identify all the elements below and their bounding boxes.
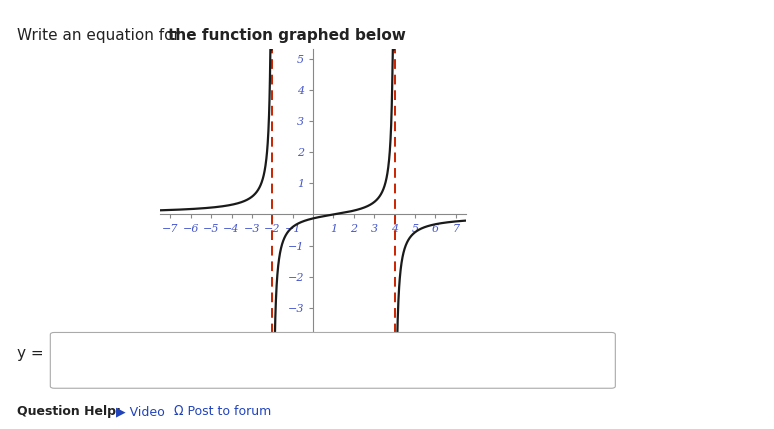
Text: Write an equation for: Write an equation for xyxy=(17,28,185,43)
Text: Question Help:: Question Help: xyxy=(17,405,121,418)
Text: Ω Post to forum: Ω Post to forum xyxy=(174,405,272,418)
Text: ▶ Video: ▶ Video xyxy=(116,405,165,418)
Text: the function graphed below: the function graphed below xyxy=(168,28,406,43)
Text: y =: y = xyxy=(17,347,43,361)
